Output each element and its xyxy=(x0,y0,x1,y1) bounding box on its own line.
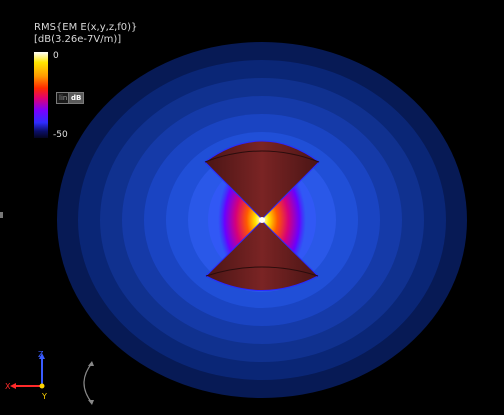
z-label: Z xyxy=(38,350,44,359)
db-scale-button[interactable]: dB xyxy=(68,92,85,104)
legend-title: RMS{EM E(x,y,z,f0)} [dB(3.26e-7V/m)] xyxy=(34,22,138,45)
feed-gap xyxy=(259,217,265,223)
x-label: X xyxy=(5,382,11,391)
y-label: Y xyxy=(41,392,47,401)
colorbar xyxy=(34,52,48,138)
edge-marker xyxy=(0,212,3,218)
colorbar-min-label: -50 xyxy=(53,130,68,140)
bicone-antenna xyxy=(204,140,320,291)
rotate-orbit-icon[interactable] xyxy=(74,360,98,406)
lower-cone xyxy=(205,220,319,291)
colorbar-max-label: 0 xyxy=(53,51,59,61)
axis-triad: Z X Y xyxy=(5,350,47,401)
y-axis-dot xyxy=(39,383,45,389)
